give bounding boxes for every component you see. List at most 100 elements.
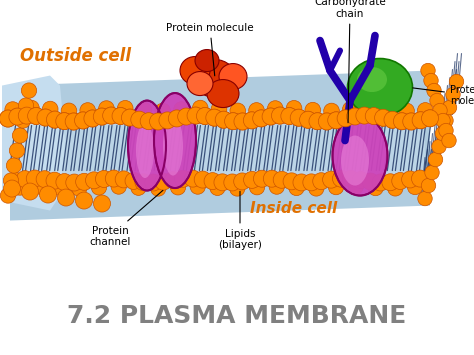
Ellipse shape — [347, 59, 412, 116]
Circle shape — [12, 128, 27, 143]
Circle shape — [319, 113, 335, 130]
Circle shape — [194, 171, 211, 188]
Circle shape — [293, 174, 310, 191]
Circle shape — [424, 73, 438, 88]
Circle shape — [168, 110, 185, 127]
Circle shape — [187, 107, 204, 124]
Circle shape — [446, 87, 460, 102]
Circle shape — [135, 174, 152, 191]
Circle shape — [436, 113, 450, 128]
Circle shape — [21, 83, 36, 98]
Circle shape — [303, 174, 320, 191]
Circle shape — [15, 113, 31, 128]
Circle shape — [435, 126, 450, 141]
Circle shape — [332, 170, 349, 187]
Circle shape — [12, 180, 27, 195]
Circle shape — [173, 102, 189, 117]
Circle shape — [273, 171, 290, 188]
Circle shape — [348, 179, 364, 194]
Circle shape — [418, 103, 433, 118]
Circle shape — [21, 183, 38, 200]
Circle shape — [439, 113, 453, 128]
Circle shape — [356, 107, 373, 124]
Circle shape — [305, 102, 320, 118]
Circle shape — [74, 112, 91, 129]
Ellipse shape — [332, 115, 388, 196]
Circle shape — [206, 109, 223, 126]
Ellipse shape — [194, 60, 236, 98]
Circle shape — [368, 180, 383, 196]
FancyBboxPatch shape — [10, 110, 425, 181]
Circle shape — [72, 181, 87, 196]
Ellipse shape — [195, 50, 219, 72]
Circle shape — [372, 174, 389, 191]
Circle shape — [9, 108, 26, 125]
Circle shape — [433, 103, 447, 118]
Circle shape — [61, 103, 77, 119]
Circle shape — [17, 171, 33, 187]
Circle shape — [9, 108, 26, 125]
Circle shape — [85, 172, 102, 189]
Circle shape — [328, 112, 345, 129]
Ellipse shape — [357, 67, 387, 92]
Ellipse shape — [136, 123, 154, 178]
Circle shape — [36, 171, 53, 188]
Circle shape — [131, 111, 148, 128]
Circle shape — [46, 172, 63, 189]
Ellipse shape — [187, 72, 213, 95]
Circle shape — [170, 180, 186, 195]
Circle shape — [206, 109, 223, 126]
Circle shape — [214, 174, 231, 191]
Circle shape — [264, 170, 280, 187]
Ellipse shape — [207, 80, 239, 108]
Circle shape — [131, 111, 148, 128]
Circle shape — [75, 192, 92, 209]
Ellipse shape — [154, 93, 196, 188]
Circle shape — [412, 112, 429, 129]
Text: Protein molecule: Protein molecule — [166, 23, 254, 76]
Circle shape — [192, 100, 208, 116]
Ellipse shape — [180, 56, 210, 84]
Circle shape — [155, 103, 171, 119]
Circle shape — [215, 111, 232, 128]
Text: Carbohydrate
chain: Carbohydrate chain — [314, 0, 386, 123]
Circle shape — [18, 107, 35, 124]
Circle shape — [281, 108, 298, 125]
Circle shape — [290, 109, 307, 126]
Circle shape — [32, 179, 47, 194]
Circle shape — [243, 112, 260, 129]
Circle shape — [384, 111, 401, 128]
Circle shape — [118, 100, 133, 116]
Circle shape — [93, 195, 110, 212]
Circle shape — [0, 188, 16, 203]
Circle shape — [365, 108, 382, 125]
Circle shape — [26, 170, 43, 187]
Circle shape — [319, 113, 335, 130]
Circle shape — [84, 110, 101, 127]
Circle shape — [430, 93, 444, 108]
Circle shape — [300, 111, 317, 128]
Circle shape — [253, 110, 270, 127]
Circle shape — [27, 108, 45, 125]
Circle shape — [39, 186, 56, 203]
Circle shape — [46, 111, 64, 128]
Circle shape — [56, 113, 73, 130]
Circle shape — [262, 108, 279, 125]
Circle shape — [262, 108, 279, 125]
Circle shape — [65, 113, 82, 130]
Circle shape — [112, 108, 129, 125]
Circle shape — [401, 171, 419, 188]
Circle shape — [283, 173, 300, 190]
Ellipse shape — [128, 100, 166, 191]
Circle shape — [24, 100, 39, 116]
Circle shape — [289, 180, 304, 196]
Circle shape — [374, 109, 392, 126]
Circle shape — [56, 113, 73, 130]
Text: Protein
molecule: Protein molecule — [413, 85, 474, 106]
Circle shape — [337, 110, 354, 127]
Circle shape — [174, 170, 191, 187]
Circle shape — [269, 179, 284, 194]
Circle shape — [230, 103, 246, 119]
Circle shape — [184, 170, 201, 187]
Circle shape — [337, 110, 354, 127]
